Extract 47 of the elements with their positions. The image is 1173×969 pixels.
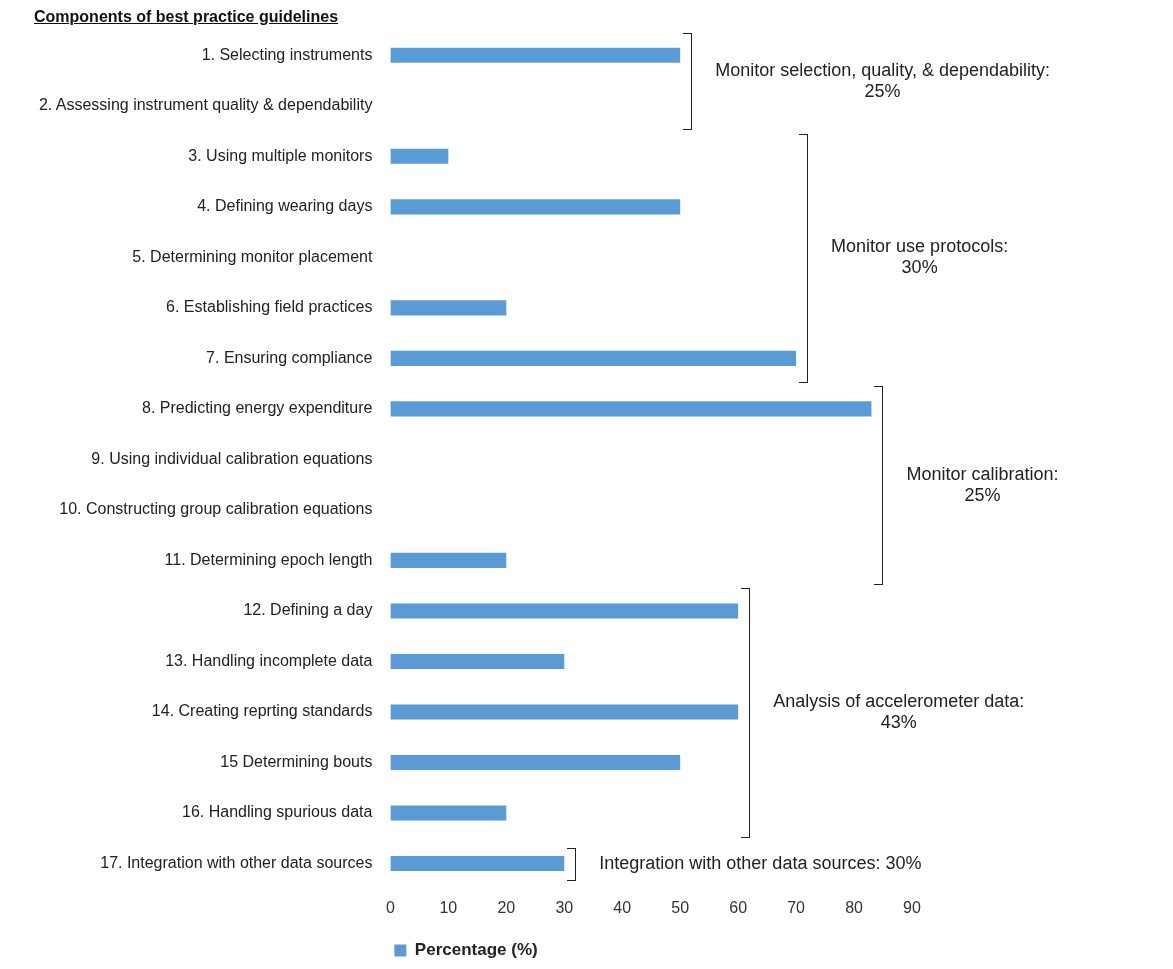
annotation: Monitor calibration: 25% (906, 463, 1059, 506)
bar (390, 855, 565, 872)
bar (390, 401, 872, 417)
y-tick-label: 15 Determining bouts (220, 752, 373, 770)
x-tick-label: 50 (671, 898, 690, 916)
bar (390, 754, 681, 771)
y-tick-label: 7. Ensuring compliance (206, 348, 373, 366)
bar (390, 47, 681, 63)
y-tick-label: 2. Assessing instrument quality & dependability (38, 96, 373, 114)
annotation: Monitor use protocols: 30% (831, 236, 1009, 279)
bar (390, 805, 507, 821)
x-tick-label: 70 (787, 898, 806, 916)
bar (390, 552, 507, 569)
y-tick-label: 8. Predicting energy expenditure (142, 399, 373, 417)
y-tick-label: 17. Integration with other data sources (100, 853, 373, 871)
y-tick-label: 4. Defining wearing days (197, 197, 373, 215)
x-tick-label: 80 (845, 898, 864, 916)
x-tick-label: 60 (729, 898, 748, 916)
y-tick-label: 12. Defining a day (243, 601, 373, 619)
y-tick-label: 10. Constructing group calibration equations (59, 500, 373, 518)
annotation: Monitor selection, quality, & dependability: 25% (715, 59, 1051, 102)
bar (390, 148, 449, 164)
y-tick-label: 3. Using multiple monitors (188, 146, 373, 164)
text: Components of best practice guidelines (34, 8, 339, 26)
bar (390, 603, 739, 619)
x-tick-label: 30 (555, 898, 574, 916)
y-tick-label: 5. Determining monitor placement (132, 247, 373, 265)
bar (390, 653, 565, 670)
y-tick-label: 11. Determining epoch length (164, 550, 373, 568)
x-tick-label: 10 (439, 898, 458, 916)
y-tick-label: 9. Using individual calibration equations (91, 449, 373, 467)
y-tick-label: 13. Handling incomplete data (165, 651, 373, 669)
y-tick-label: 1. Selecting instruments (201, 45, 373, 63)
x-tick-label: 40 (613, 898, 632, 916)
x-tick-label: 0 (385, 898, 395, 916)
y-tick-label: 6. Establishing field practices (166, 298, 373, 316)
annotation: Analysis of accelerometer data: 43% (773, 690, 1025, 733)
bar (390, 704, 739, 720)
x-tick-label: 90 (903, 898, 921, 916)
bar (390, 350, 797, 366)
legend-label: Percentage (%) (414, 940, 538, 960)
x-tick-label: 20 (497, 898, 516, 916)
y-tick-label: 16. Handling spurious data (182, 803, 373, 821)
bar (390, 300, 507, 316)
annotation: Integration with other data sources: 30% (599, 853, 922, 875)
bar (390, 199, 681, 215)
y-tick-label: 14. Creating reprting standards (151, 702, 373, 720)
